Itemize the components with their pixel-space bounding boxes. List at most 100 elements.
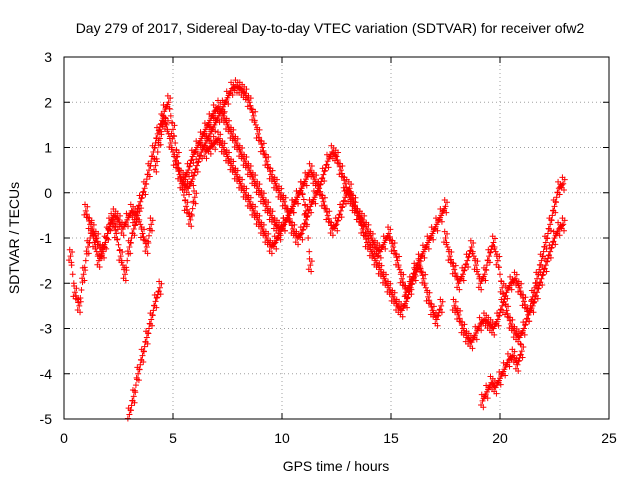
- data-point-track-a: [66, 246, 73, 253]
- data-point-track-h: [110, 220, 117, 227]
- data-point-track-f: [450, 296, 457, 303]
- data-point-track-f: [463, 328, 470, 335]
- data-point-track-g: [480, 404, 487, 411]
- data-point-track-b: [236, 142, 243, 149]
- data-point-track-a: [282, 202, 289, 209]
- y-axis-label: SDTVAR / TECUs: [6, 182, 22, 294]
- data-point-track-a: [137, 198, 144, 205]
- data-point-track-h: [136, 216, 143, 223]
- data-point-track-b: [316, 185, 323, 192]
- y-tick-label: 2: [44, 94, 52, 110]
- data-point-track-f: [539, 282, 546, 289]
- data-point-track-f: [491, 331, 498, 338]
- data-point-track-f: [543, 268, 550, 275]
- data-point-track-e: [447, 256, 454, 263]
- data-point-track-i: [191, 187, 198, 194]
- y-tick-label: 1: [44, 140, 52, 156]
- data-point-track-i: [184, 206, 191, 213]
- data-point-track-a: [299, 236, 306, 243]
- data-point-track-a: [193, 162, 200, 169]
- data-point-track-a: [146, 173, 153, 180]
- data-point-track-b: [415, 255, 422, 262]
- data-point-track-b: [399, 313, 406, 320]
- chart-title: Day 279 of 2017, Sidereal Day-to-day VTE…: [76, 20, 585, 36]
- data-point-track-g: [502, 372, 509, 379]
- data-point-track-f: [469, 345, 476, 352]
- data-point-track-e: [494, 257, 501, 264]
- data-point-track-b: [228, 124, 235, 131]
- data-point-track-f: [517, 288, 524, 295]
- data-point-track-a: [332, 147, 339, 154]
- data-point-track-d: [136, 366, 143, 373]
- data-point-track-g: [484, 395, 491, 402]
- data-point-track-i: [192, 200, 199, 207]
- data-point-track-f: [473, 336, 480, 343]
- data-point-track-a: [252, 121, 259, 128]
- data-point-track-e: [552, 209, 559, 216]
- data-point-track-c: [286, 218, 293, 225]
- data-point-track-c: [232, 165, 239, 172]
- data-point-track-g: [493, 390, 500, 397]
- data-point-track-g: [518, 341, 525, 348]
- data-point-track-f: [495, 313, 502, 320]
- data-point-track-b: [350, 192, 357, 199]
- data-point-track-g: [497, 381, 504, 388]
- data-point-track-b: [324, 212, 331, 219]
- data-point-track-a: [246, 99, 253, 106]
- data-point-track-c: [300, 196, 307, 203]
- data-point-track-e: [473, 262, 480, 269]
- data-point-track-a: [293, 228, 300, 235]
- data-point-track-b: [434, 322, 441, 329]
- data-point-track-b: [438, 302, 445, 309]
- data-point-track-d: [131, 387, 138, 394]
- data-point-track-a: [138, 195, 145, 202]
- data-point-track-h: [112, 224, 119, 231]
- data-point-track-b: [404, 294, 411, 301]
- data-point-track-i: [154, 149, 161, 156]
- data-point-track-i: [153, 155, 160, 162]
- data-point-track-e: [556, 191, 563, 198]
- data-point-track-d: [152, 298, 159, 305]
- data-point-track-h: [105, 227, 112, 234]
- data-point-track-h: [126, 244, 133, 251]
- data-point-track-f: [529, 302, 536, 309]
- data-point-track-c: [245, 192, 252, 199]
- data-point-track-f: [454, 305, 461, 312]
- data-point-track-e: [441, 228, 448, 235]
- data-point-track-h: [101, 244, 108, 251]
- data-point-track-b: [214, 97, 221, 104]
- data-point-track-b: [360, 229, 367, 236]
- data-point-track-g: [515, 368, 522, 375]
- data-point-track-i: [158, 128, 165, 135]
- data-point-track-e: [559, 174, 566, 181]
- data-point-track-a: [190, 182, 197, 189]
- data-point-track-h: [131, 222, 138, 229]
- data-point-track-f: [495, 322, 502, 329]
- data-point-track-b: [438, 309, 445, 316]
- data-point-track-h: [137, 221, 144, 228]
- data-point-track-i: [166, 106, 173, 113]
- data-point-track-h: [104, 230, 111, 237]
- data-point-track-b: [241, 151, 248, 158]
- data-point-track-e: [504, 310, 511, 317]
- data-point-track-e: [469, 248, 476, 255]
- data-point-track-b: [245, 160, 252, 167]
- data-point-track-f: [559, 215, 566, 222]
- data-point-track-b: [329, 232, 336, 239]
- data-point-track-h: [82, 201, 89, 208]
- data-point-track-h: [116, 246, 123, 253]
- data-point-track-f: [522, 301, 529, 308]
- data-point-track-b: [354, 206, 361, 213]
- data-point-track-d: [130, 393, 137, 400]
- data-point-track-a: [110, 206, 117, 213]
- data-point-track-i: [180, 192, 187, 199]
- data-point-track-f: [515, 278, 522, 285]
- data-point-track-a: [298, 230, 305, 237]
- data-point-track-a: [441, 196, 448, 203]
- data-point-track-i: [177, 174, 184, 181]
- data-point-track-c: [267, 237, 274, 244]
- data-point-track-b: [419, 269, 426, 276]
- data-point-track-h: [146, 232, 153, 239]
- data-point-track-i: [171, 133, 178, 140]
- data-point-track-e: [494, 251, 501, 258]
